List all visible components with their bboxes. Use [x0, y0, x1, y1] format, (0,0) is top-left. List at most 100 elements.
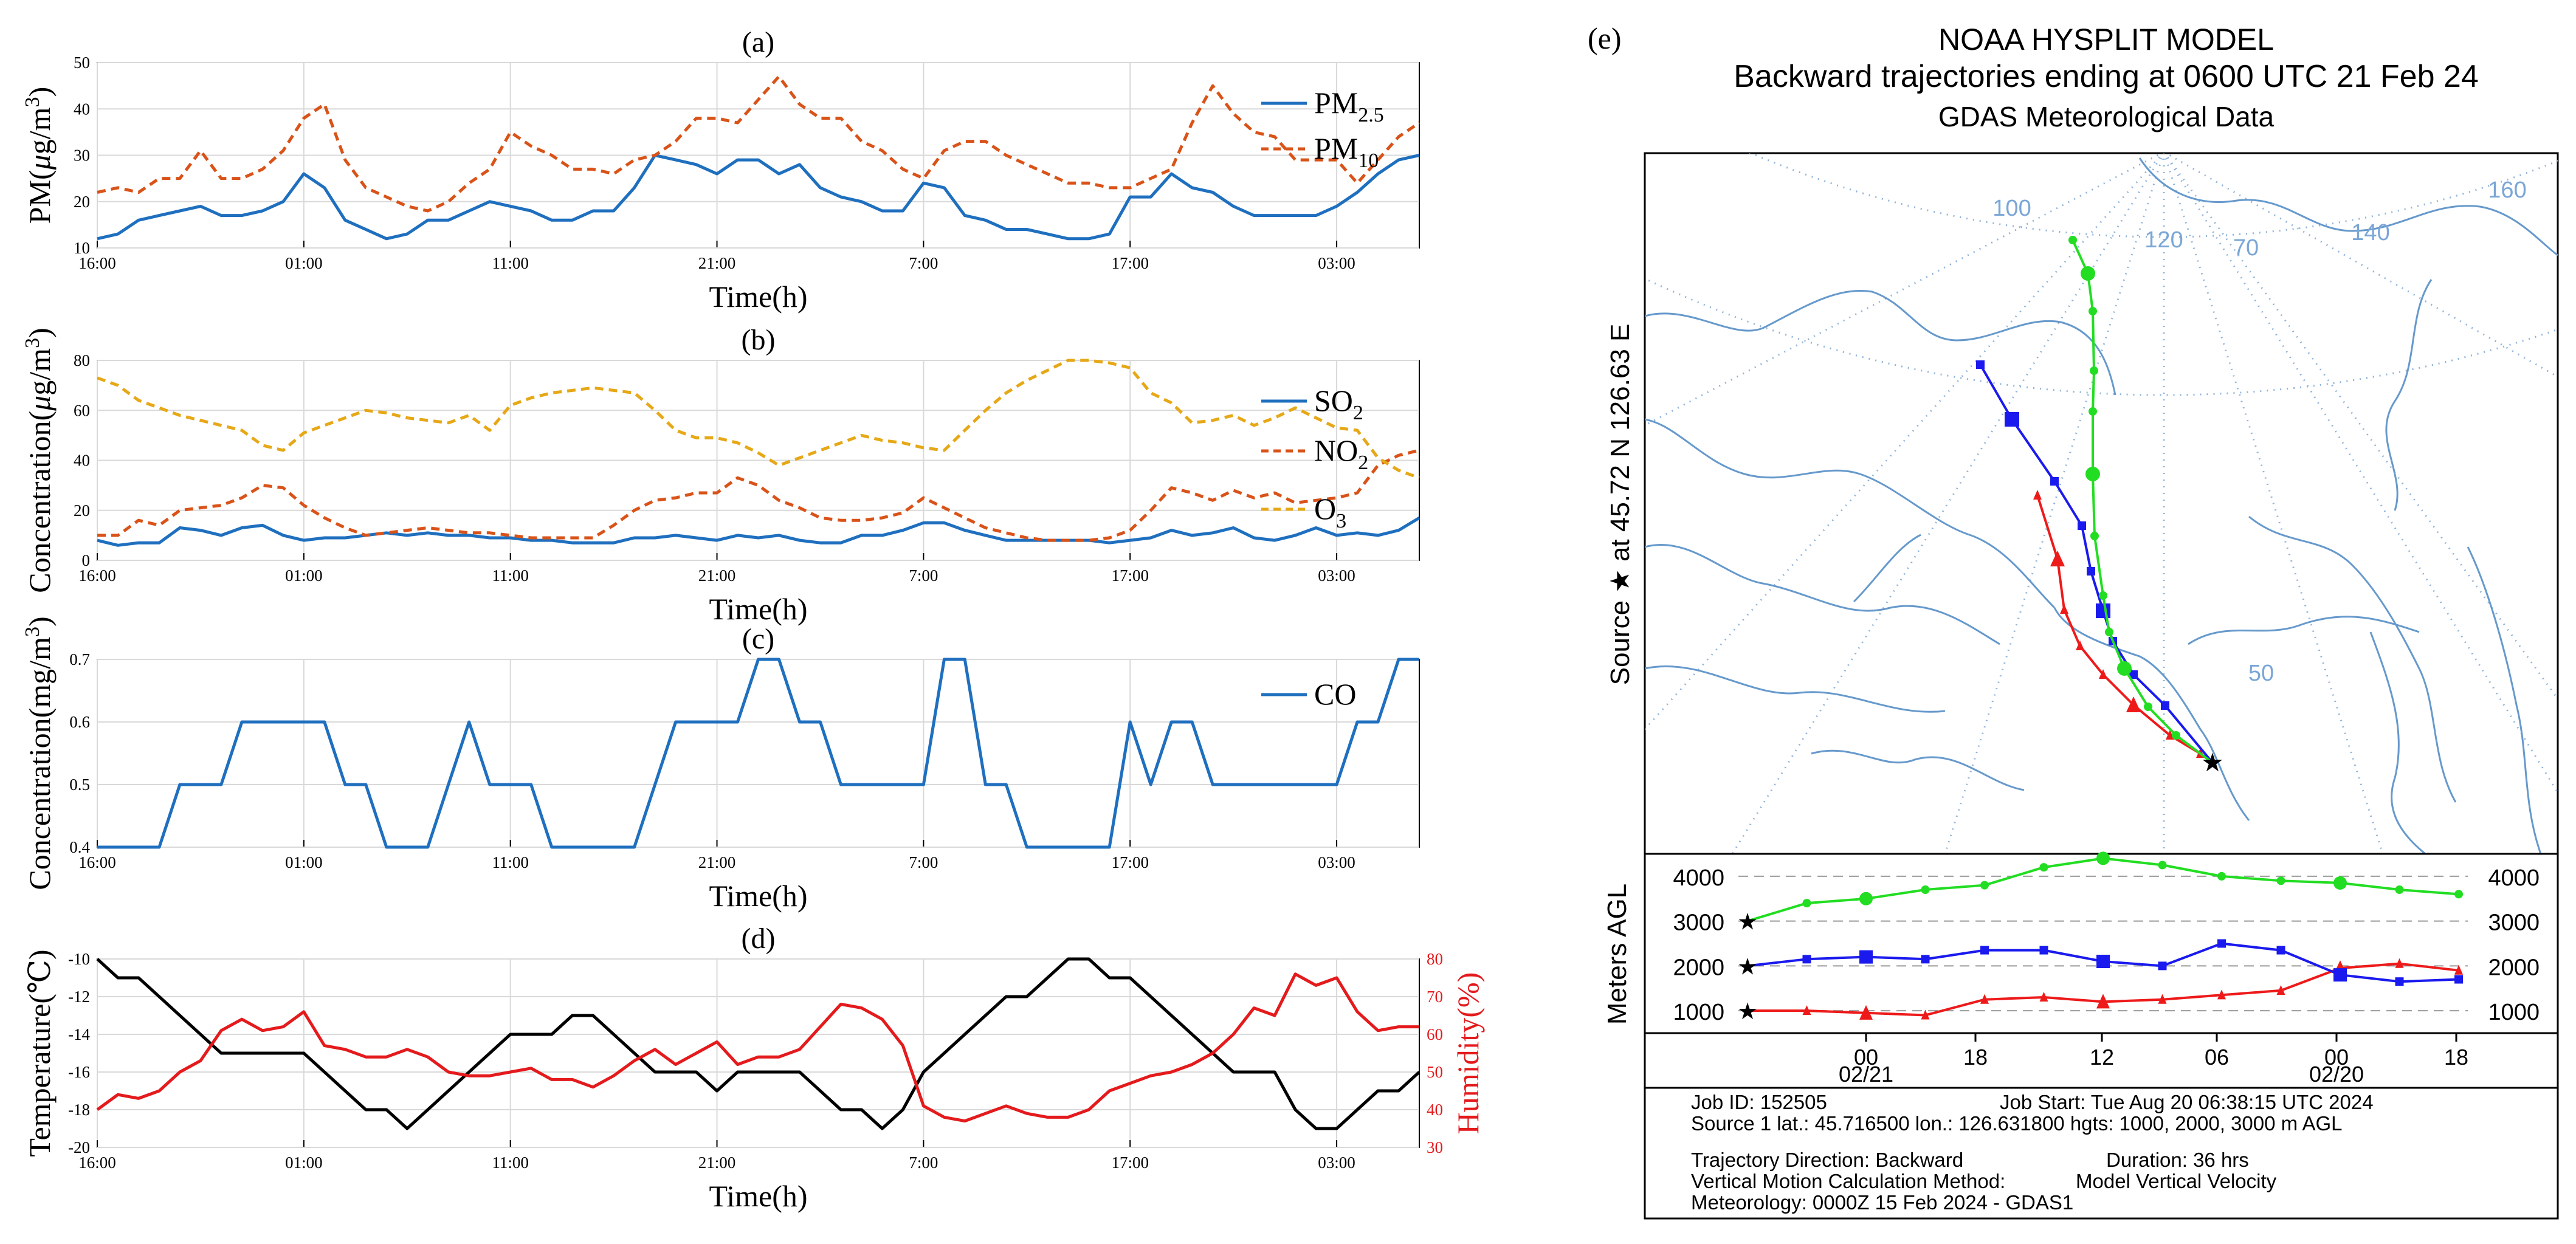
y-tick-label: 0.5: [69, 775, 90, 794]
height-marker: [1980, 946, 1989, 955]
y-tick-label: 30: [74, 146, 90, 165]
label-part: ): [22, 616, 57, 627]
legend-label: NO2: [1314, 433, 1368, 474]
y-tick-label: 50: [74, 53, 90, 72]
coastline: [1645, 290, 2116, 396]
x-tick-label: 03:00: [1318, 853, 1355, 871]
height-marker: [2276, 876, 2285, 885]
y-right-tick-label: 80: [1427, 950, 1443, 968]
coastline: [2248, 515, 2457, 803]
legend-base: SO: [1314, 383, 1353, 418]
x-tick-label: 7:00: [909, 1153, 938, 1172]
chart-title: NOAA HYSPLIT MODEL: [1938, 22, 2274, 57]
y-right-tick-label: 70: [1427, 988, 1443, 1006]
height-marker: [2333, 876, 2347, 890]
height-tick-label-right: 1000: [2488, 1000, 2540, 1025]
height-marker: [1921, 955, 1930, 964]
y-tick-label: 60: [74, 401, 90, 419]
legend-base: NO: [1314, 433, 1358, 467]
x-tick-label: 01:00: [285, 1153, 323, 1172]
height-marker: [1980, 994, 1989, 1004]
height-marker: [2217, 989, 2226, 1000]
time-tick-label: 00: [1854, 1045, 1878, 1070]
map-frame: [1644, 152, 2559, 855]
x-tick-label: 21:00: [698, 254, 736, 272]
y-right-tick-label: 60: [1427, 1025, 1443, 1043]
y-tick-label: 80: [74, 351, 90, 369]
x-tick-label: 16:00: [78, 1153, 116, 1172]
series-line-o3: [97, 359, 1420, 479]
superscript: 3: [21, 338, 44, 348]
trajectory-marker: [2050, 477, 2059, 486]
coastline: [1811, 749, 2025, 791]
height-tick-label-left: 2000: [1673, 955, 1724, 980]
height-marker: [2454, 975, 2463, 984]
legend-subscript: 3: [1336, 510, 1346, 532]
label-part: ): [22, 87, 57, 97]
height-marker: [1802, 955, 1811, 964]
coastline: [2369, 631, 2426, 854]
trajectory-marker: [2087, 567, 2095, 576]
chart-panel-d: 16:00 01:00 11:00 21:00 7:00 17:00 03:00 -20 -18…: [22, 923, 1485, 1213]
legend-subscript: 2: [1358, 452, 1368, 474]
legend-base: O: [1314, 492, 1336, 526]
time-tick-label: 18: [2444, 1045, 2468, 1070]
label-part: μ: [22, 154, 57, 170]
label-part: Concentration(mg/m: [22, 637, 57, 890]
y-tick-label: -20: [68, 1138, 90, 1156]
x-tick-label: 21:00: [698, 853, 736, 871]
x-tick-label: 11:00: [492, 254, 529, 272]
height-marker: [2039, 863, 2048, 872]
series-line-pm2.5: [97, 154, 1420, 241]
trajectory-marker: [2129, 670, 2138, 679]
series-line-co: [97, 658, 1419, 849]
chart-panel-c: 16:00 01:00 11:00 21:00 7:00 17:00 03:00 0.4 0.5…: [21, 616, 1420, 913]
time-tick-label: 00: [2324, 1045, 2349, 1070]
y-tick-label: 40: [74, 452, 90, 470]
x-tick-label: 21:00: [698, 1153, 736, 1172]
trajectory-marker: [2096, 603, 2110, 618]
coastline: [1853, 534, 1921, 603]
y-axis-label: PM(μg/m3): [21, 87, 57, 224]
label-part: μ: [22, 396, 57, 411]
chart-data-source: GDAS Meteorological Data: [1938, 101, 2275, 132]
label-part: Concentration(: [22, 411, 57, 593]
legend-base: PM: [1314, 86, 1358, 120]
height-tick-label-right: 3000: [2488, 910, 2540, 936]
trajectory-marker: [2089, 307, 2097, 315]
series-line-no2: [97, 448, 1420, 542]
y-tick-label: 10: [74, 239, 90, 257]
trajectory-marker: [2105, 628, 2113, 636]
trajectory-marker: [2172, 731, 2180, 740]
map-content: 100 120 70 140 160 50 ★: [1283, 0, 2576, 854]
height-axis-label: Meters AGL: [1602, 884, 1632, 1025]
coastline: [2467, 546, 2542, 854]
legend-subscript: 10: [1358, 149, 1379, 172]
y-axis-label: Concentration(mg/m3): [21, 616, 57, 890]
trajectory-marker: [2089, 407, 2097, 416]
height-marker: [1980, 881, 1989, 890]
height-marker: [2217, 871, 2226, 881]
height-marker: [2096, 851, 2110, 865]
y-right-tick-label: 40: [1427, 1101, 1443, 1119]
height-marker: [1859, 1005, 1873, 1020]
x-tick-label: 17:00: [1111, 254, 1149, 272]
source-label-part: 126.63 E: [1605, 324, 1635, 438]
trajectory-marker: [2081, 266, 2095, 281]
graticule-label: 160: [2488, 177, 2526, 203]
x-tick-label: 03:00: [1318, 566, 1355, 585]
height-marker: [2276, 985, 2285, 995]
info-box: [1644, 1087, 2559, 1220]
time-tick-label: 12: [2090, 1045, 2114, 1070]
latitude-circle: [1283, 0, 2576, 61]
height-marker: [2395, 885, 2404, 894]
x-tick-label: 17:00: [1111, 853, 1149, 871]
legend-label: PM10: [1314, 131, 1379, 172]
coastline: [2188, 616, 2420, 645]
trajectory-marker: [2076, 641, 2084, 650]
x-tick-label: 16:00: [78, 254, 116, 272]
meridian-line: [1645, 153, 2164, 427]
chart-panel-a: 16:00 01:00 11:00 21:00 7:00 17:00 03:00 10 20 30…: [21, 26, 1421, 314]
time-tick-label: 18: [1963, 1045, 1988, 1070]
